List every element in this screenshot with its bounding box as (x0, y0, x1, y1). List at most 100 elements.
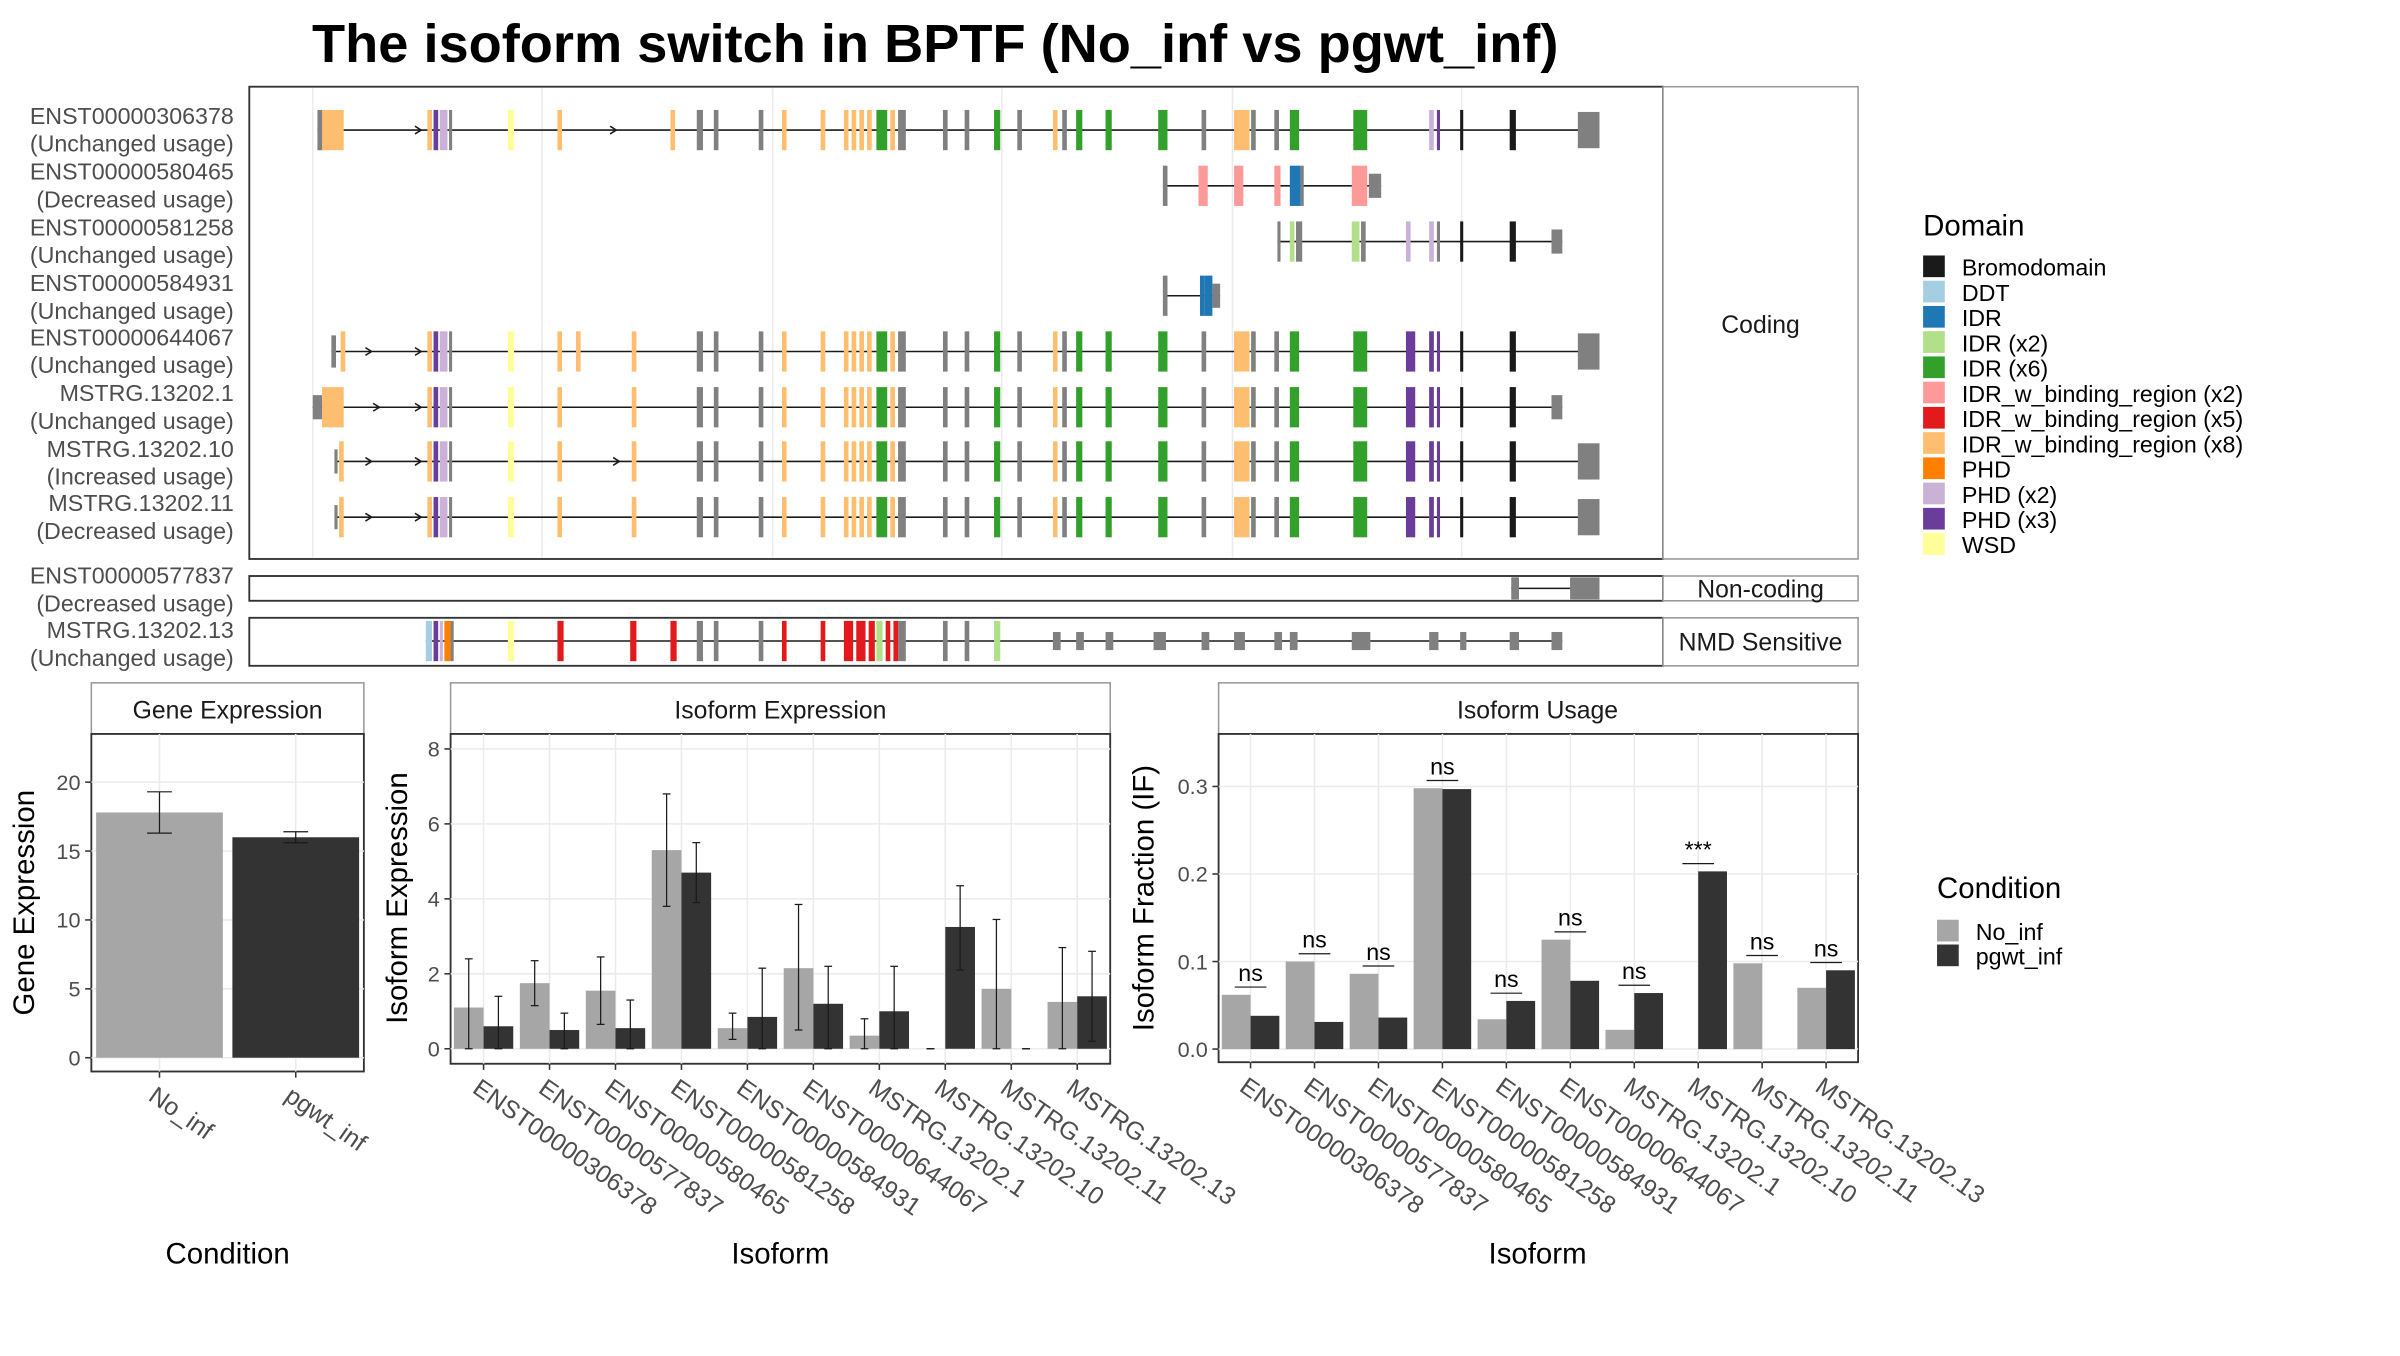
transcript-usage-label: (Decreased usage) (36, 591, 233, 617)
track-mstrg-13202-10-exon (713, 441, 719, 482)
track-mstrg-13202-10-exon (781, 441, 787, 482)
track-enst00000580465-exon (1300, 165, 1304, 206)
condition-legend-swatch (1937, 919, 1959, 942)
track-mstrg-13202-13-exon (1105, 631, 1114, 651)
bar-no-inf (1797, 987, 1827, 1050)
significance-label: ns (1430, 753, 1455, 779)
track-mstrg-13202-10-exon (1105, 441, 1112, 482)
track-enst00000580465-exon (1162, 165, 1168, 206)
significance-label: ns (1238, 960, 1263, 986)
track-enst00000577837-exon (1511, 577, 1519, 600)
track-enst00000644067-exon (1076, 331, 1083, 372)
track-enst00000644067-exon (449, 331, 453, 372)
track-enst00000644067-exon (1429, 331, 1434, 372)
track-mstrg-13202-1-exon (898, 387, 906, 428)
track-mstrg-13202-11-exon (557, 497, 563, 538)
track-enst00000306378-exon (557, 109, 563, 151)
track-enst00000580465-exon (1289, 165, 1301, 206)
track-mstrg-13202-10-exon (1429, 441, 1434, 482)
track-mstrg-13202-13-exon (425, 620, 433, 662)
track-enst00000644067-exon (1052, 331, 1058, 372)
transcript-id-label: MSTRG.13202.11 (48, 490, 233, 516)
track-enst00000584931-exon (1200, 275, 1205, 316)
track-mstrg-13202-13-exon (444, 620, 451, 662)
y-tick-label: 0.3 (1178, 774, 1208, 799)
track-mstrg-13202-11-exon (1105, 497, 1112, 538)
track-mstrg-13202-1-exon (1274, 387, 1279, 428)
track-enst00000644067-exon (439, 331, 448, 372)
transcript-id-label: ENST00000584931 (30, 270, 234, 296)
track-mstrg-13202-11-exon (439, 497, 448, 538)
track-mstrg-13202-1-exon (820, 387, 826, 428)
transcript-usage-label: (Increased usage) (47, 464, 234, 490)
track-mstrg-13202-1-strand-arrow (414, 402, 423, 412)
track-mstrg-13202-13-exon (1234, 631, 1245, 651)
track-mstrg-13202-11-exon (1052, 497, 1058, 538)
track-enst00000644067-exon (631, 331, 637, 372)
track-mstrg-13202-11-exon (1251, 497, 1256, 538)
track-mstrg-13202-1-exon (433, 387, 439, 428)
isoform-usage-strip-title: Isoform Usage (1457, 697, 1618, 724)
isoform-usage-strip (1217, 682, 1859, 735)
track-enst00000644067-exon (820, 331, 826, 372)
isoform-expression-strip (449, 682, 1111, 735)
track-enst00000581258-exon (1289, 221, 1295, 262)
track-mstrg-13202-1-exon (1076, 387, 1083, 428)
track-mstrg-13202-11-exon (964, 497, 970, 538)
significance-label: ns (1750, 928, 1775, 954)
track-enst00000306378-exon (1509, 109, 1516, 151)
domain-legend-swatch (1923, 507, 1945, 530)
track-enst00000306378-exon (1017, 109, 1022, 151)
track-mstrg-13202-1-exon (1062, 387, 1067, 428)
track-mstrg-13202-1-exon (312, 395, 323, 420)
track-mstrg-13202-13-exon (1153, 631, 1166, 651)
track-enst00000306378-strand-arrow (414, 125, 423, 135)
track-enst00000306378-exon (317, 109, 326, 151)
domain-legend-swatch (1923, 457, 1945, 480)
track-mstrg-13202-13-exon (942, 620, 948, 662)
track-mstrg-13202-11-exon (851, 497, 857, 538)
track-mstrg-13202-11-strand-arrow (365, 512, 374, 522)
track-enst00000644067-exon (942, 331, 948, 372)
significance-label: ns (1366, 939, 1391, 965)
track-mstrg-13202-1-exon (322, 387, 344, 428)
bar-pgwt-inf (1314, 1021, 1344, 1050)
y-tick-label: 6 (428, 812, 440, 837)
y-tick-label: 0.0 (1178, 1037, 1208, 1062)
track-mstrg-13202-13-exon (450, 620, 454, 662)
significance-label: ns (1814, 935, 1839, 961)
gene-expression-strip (90, 682, 365, 735)
track-mstrg-13202-10-exon (557, 441, 563, 482)
gene-expression-ylabel: Gene Expression (8, 790, 41, 1016)
y-tick-label: 4 (428, 887, 440, 912)
bar-pgwt-inf (1378, 1017, 1408, 1050)
track-enst00000644067-exon (1251, 331, 1256, 372)
track-enst00000644067-exon (964, 331, 970, 372)
track-mstrg-13202-11-exon (942, 497, 948, 538)
transcript-tracks (312, 109, 1600, 662)
track-enst00000306378-exon (1429, 109, 1434, 151)
condition-legend-swatch (1937, 944, 1959, 967)
transcript-usage-label: (Decreased usage) (36, 518, 233, 544)
track-mstrg-13202-13-exon (994, 620, 1001, 662)
track-mstrg-13202-13-exon (1509, 631, 1519, 651)
track-enst00000581258-exon (1277, 221, 1281, 262)
y-tick-label: 8 (428, 737, 440, 762)
track-enst00000644067-exon (507, 331, 515, 372)
transcript-usage-label: (Decreased usage) (36, 186, 233, 212)
track-enst00000644067-exon (843, 331, 849, 372)
domain-legend-label: PHD (x3) (1962, 507, 2057, 533)
track-enst00000644067-exon (1577, 333, 1600, 370)
bar-no-inf (1733, 963, 1763, 1050)
track-mstrg-13202-1-exon (696, 387, 703, 428)
track-mstrg-13202-10-exon (851, 441, 857, 482)
track-enst00000644067-exon (1274, 331, 1279, 372)
nmd-strip (1662, 617, 1859, 667)
track-mstrg-13202-11-exon (433, 497, 439, 538)
track-enst00000644067-exon (898, 331, 906, 372)
track-mstrg-13202-10-exon (1577, 443, 1600, 480)
track-mstrg-13202-10-exon (433, 441, 439, 482)
domain-legend-swatch (1923, 280, 1945, 303)
track-enst00000644067-exon (890, 331, 895, 372)
